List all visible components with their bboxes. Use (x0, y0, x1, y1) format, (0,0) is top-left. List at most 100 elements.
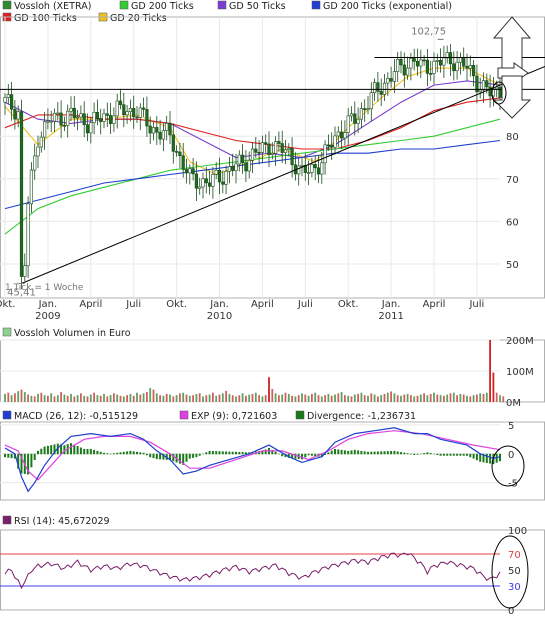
volume-bar (321, 396, 323, 402)
divergence-bar (113, 453, 115, 454)
volume-bar (341, 392, 343, 402)
volume-bar (27, 395, 29, 402)
volume-bar (37, 394, 39, 402)
divergence-bar (473, 454, 475, 459)
divergence-bar (275, 452, 277, 454)
divergence-bar (50, 445, 52, 454)
price-legend-0-swatch (3, 1, 11, 9)
divergence-bar (106, 453, 108, 454)
volume-bar (493, 373, 495, 402)
candle-body (182, 156, 185, 170)
divergence-bar (360, 451, 362, 454)
candle-body (63, 125, 66, 126)
candle-body (416, 61, 419, 66)
candle-body (429, 73, 432, 74)
volume-bar (347, 396, 349, 402)
divergence-bar (301, 454, 303, 460)
divergence-bar (420, 454, 422, 455)
volume-bar (361, 393, 363, 402)
candle-body (456, 62, 459, 70)
volume-bar (331, 396, 333, 402)
volume-bar (354, 395, 356, 402)
price-legend-2: GD 50 Ticks (229, 1, 286, 12)
candle-body (208, 183, 211, 186)
candle-body (301, 165, 304, 166)
volume-bar (489, 340, 491, 402)
candle-body (40, 137, 43, 147)
divergence-bar (417, 454, 419, 455)
divergence-bar (413, 454, 415, 455)
candle-body (258, 152, 261, 153)
volume-bar (113, 393, 115, 402)
macd-legend-0-swatch (3, 411, 11, 419)
rsi-panel-frame (1, 530, 545, 610)
divergence-bar (459, 454, 461, 456)
x-tick-label: Jan. (381, 299, 401, 310)
candle-body (482, 81, 485, 90)
volume-bar (443, 396, 445, 402)
candle-body (27, 204, 30, 266)
candle-body (334, 136, 337, 147)
volume-bar (413, 396, 415, 402)
divergence-bar (192, 454, 194, 458)
divergence-bar (143, 453, 145, 454)
divergence-bar (83, 449, 85, 454)
volume-bar (60, 392, 62, 402)
annotation-label: 102,75 (411, 26, 446, 37)
volume-bar (87, 396, 89, 402)
divergence-bar (215, 451, 217, 454)
divergence-bar (334, 449, 336, 454)
candle-body (278, 141, 281, 143)
candle-body (449, 53, 452, 64)
candle-body (327, 145, 330, 146)
rsi-legend: RSI (14): 45,672029 (14, 516, 110, 527)
volume-bar (40, 393, 42, 402)
divergence-bar (463, 454, 465, 456)
candle-body (248, 160, 251, 171)
divergence-bar (304, 454, 306, 458)
x-tick-label: Juli (468, 299, 484, 310)
volume-bar (116, 395, 118, 402)
price-legend-0: Vossloh (XETRA) (14, 1, 91, 12)
volume-bar (410, 395, 412, 402)
divergence-bar (40, 449, 42, 455)
divergence-bar (410, 454, 412, 455)
x-tick-label: Okt. (338, 299, 359, 310)
volume-bar (453, 393, 455, 402)
macd-y-tick-label: 5 (508, 421, 514, 432)
candle-body (83, 114, 86, 125)
candle-body (146, 109, 149, 126)
volume-bar (318, 395, 320, 402)
divergence-bar (189, 454, 191, 459)
candle-body (172, 135, 175, 151)
candle-body (281, 144, 284, 153)
volume-bar (159, 395, 161, 402)
divergence-bar (308, 454, 310, 455)
volume-bar (255, 393, 257, 402)
volume-bar (209, 395, 211, 402)
candle-body (439, 60, 442, 65)
divergence-bar (327, 452, 329, 454)
volume-bar (328, 394, 330, 402)
volume-bar (215, 396, 217, 402)
candle-body (268, 144, 271, 155)
candle-body (264, 143, 267, 144)
x-tick-year-label: 2011 (378, 311, 403, 322)
candle-body (149, 126, 152, 133)
volume-bar (357, 394, 359, 402)
divergence-bar (37, 451, 39, 454)
candle-body (377, 83, 380, 92)
volume-bar (57, 395, 59, 402)
divergence-bar (153, 454, 155, 458)
divergence-bar (116, 453, 118, 454)
macd-line (5, 428, 500, 492)
candle-body (156, 127, 159, 132)
candle-body (420, 60, 423, 66)
divergence-bar (403, 453, 405, 455)
volume-bar (235, 396, 237, 402)
candle-body (70, 108, 73, 111)
volume-y-tick-label: 100M (506, 367, 534, 378)
divergence-bar (281, 454, 283, 456)
candle-body (330, 145, 333, 147)
volume-bar (156, 393, 158, 402)
